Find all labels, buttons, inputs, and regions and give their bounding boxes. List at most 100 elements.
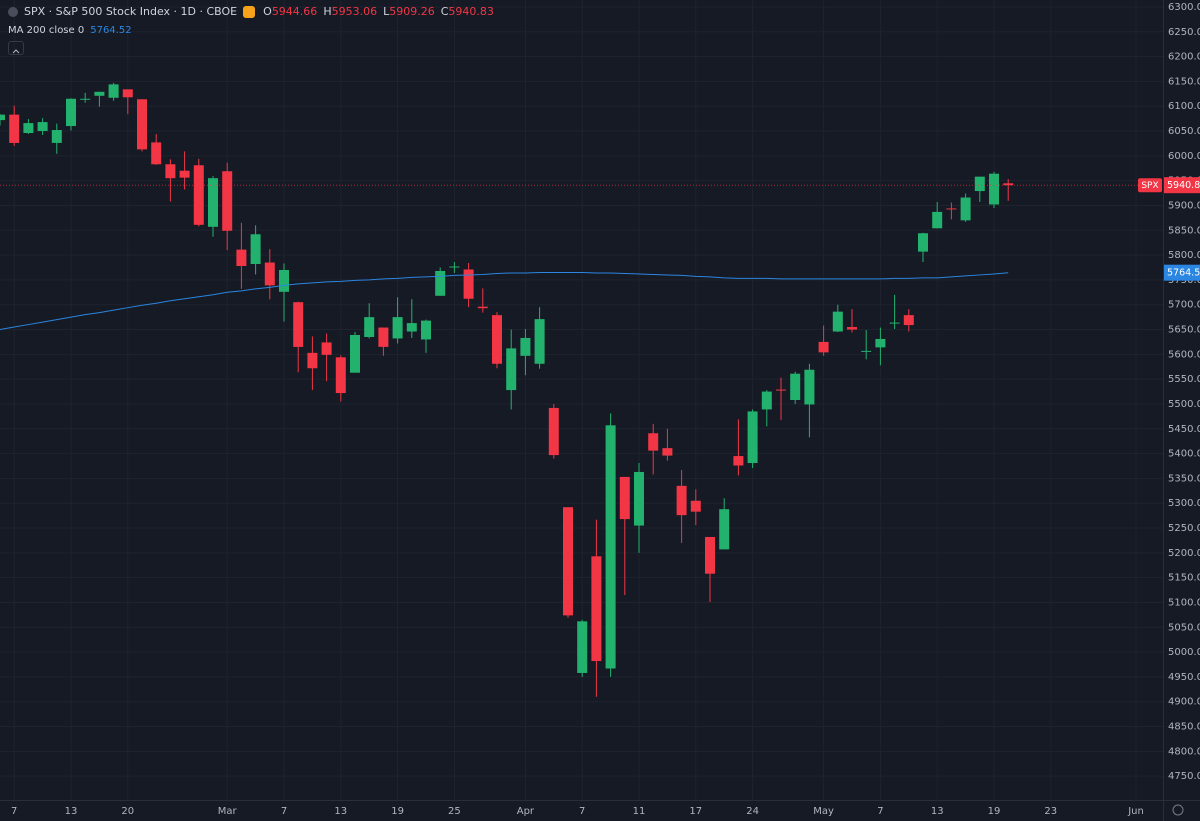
y-tick-label: 6200.00 — [1168, 52, 1200, 63]
y-tick-label: 4950.00 — [1168, 672, 1200, 683]
candle-body — [279, 269, 289, 292]
ma-line — [0, 271, 1009, 331]
ohlc-label: L — [383, 5, 390, 18]
candle-body — [761, 391, 772, 410]
candle-body — [335, 357, 346, 394]
candle-body — [463, 269, 474, 299]
candle-body — [392, 317, 403, 339]
y-tick-label: 5300.00 — [1168, 498, 1200, 509]
candle-body — [733, 456, 744, 466]
x-tick-label: 24 — [746, 806, 759, 817]
candle-body — [875, 338, 886, 348]
candle-body — [960, 197, 971, 221]
candle-body — [847, 327, 857, 330]
candle-body — [165, 164, 176, 179]
x-tick-label: 23 — [1044, 806, 1057, 817]
y-tick-label: 5550.00 — [1168, 374, 1200, 385]
candle-body — [506, 348, 517, 391]
y-tick-label: 5100.00 — [1168, 597, 1200, 608]
x-tick-label: 7 — [11, 806, 17, 817]
candle-body — [705, 536, 715, 574]
candle-body — [492, 315, 502, 364]
candle-body — [80, 98, 91, 100]
candle-body — [577, 621, 588, 673]
indicator-value: 5764.52 — [90, 25, 132, 36]
candle-body — [747, 411, 758, 464]
x-tick-label: 7 — [877, 806, 883, 817]
x-tick-label: 19 — [391, 806, 404, 817]
ohlc-value: 5940.83 — [448, 5, 494, 18]
price-tag — [1164, 177, 1200, 194]
candle-body — [605, 425, 616, 669]
candle-body — [648, 433, 659, 451]
x-tick-label: 17 — [689, 806, 702, 817]
candle-body — [264, 262, 275, 286]
candle-body — [421, 320, 431, 340]
y-tick-label: 5400.00 — [1168, 449, 1200, 460]
candle-body — [520, 337, 531, 356]
x-tick-label: 7 — [579, 806, 585, 817]
candle-body — [818, 341, 829, 353]
x-tick-label: 19 — [988, 806, 1001, 817]
settings-icon[interactable] — [1172, 804, 1184, 816]
ohlc-item: L5909.26 — [383, 5, 435, 18]
candle-body — [307, 352, 318, 369]
x-tick-label: 20 — [121, 806, 134, 817]
legend-header: SPX · S&P 500 Stock Index · 1D · CBOE O5… — [8, 5, 494, 18]
candle-body — [378, 327, 389, 347]
x-tick-label: Apr — [517, 806, 535, 817]
indicator-legend: MA 200 close 0 5764.52 — [8, 25, 132, 36]
candle-body — [66, 98, 76, 127]
y-tick-label: 6050.00 — [1168, 126, 1200, 137]
x-tick-label: Jun — [1127, 806, 1144, 817]
x-tick-label: 11 — [633, 806, 646, 817]
candle-body — [1003, 183, 1014, 186]
candle-body — [108, 84, 119, 98]
y-tick-label: 4800.00 — [1168, 746, 1200, 757]
ohlc: O5944.66 H5953.06 L5909.26 C5940.83 — [263, 5, 494, 18]
candle-body — [903, 315, 914, 326]
y-tick-label: 5600.00 — [1168, 349, 1200, 360]
candle-body — [974, 176, 985, 192]
y-tick-label: 5500.00 — [1168, 399, 1200, 410]
candle-body — [364, 317, 375, 337]
x-tick-label: May — [813, 806, 834, 817]
candle-body — [832, 311, 843, 332]
candle-body — [534, 319, 545, 364]
ohlc-item: O5944.66 — [263, 5, 317, 18]
x-tick-label: 13 — [931, 806, 944, 817]
candle-body — [151, 142, 162, 165]
x-tick-label: 25 — [448, 806, 461, 817]
candle-body — [690, 500, 701, 512]
price-tag-label: 5940.83 — [1167, 180, 1200, 191]
candle-body — [790, 373, 801, 400]
y-tick-label: 5050.00 — [1168, 622, 1200, 633]
candle-body — [222, 171, 233, 231]
x-tick-label: Mar — [218, 806, 238, 817]
candle-body — [932, 211, 943, 229]
candle-body — [208, 178, 218, 227]
candle-body — [137, 99, 147, 150]
status-badge[interactable] — [243, 5, 256, 18]
candle-body — [563, 507, 573, 616]
y-tick-label: 5800.00 — [1168, 250, 1200, 261]
candle-body — [435, 270, 446, 296]
ohlc-item: H5953.06 — [323, 5, 377, 18]
ohlc-value: 5944.66 — [271, 5, 318, 18]
candle-body — [989, 173, 999, 205]
collapse-button[interactable] — [8, 41, 24, 55]
indicator-name: MA 200 close 0 — [8, 25, 85, 36]
candle-body — [548, 407, 559, 456]
candle-body — [193, 165, 204, 225]
y-tick-label: 5200.00 — [1168, 548, 1200, 559]
candle-body — [918, 233, 928, 252]
ohlc-value: 5953.06 — [331, 5, 378, 18]
candle-body — [946, 208, 957, 210]
candle-body — [889, 322, 900, 324]
candle-body — [37, 122, 48, 132]
candle-body — [293, 302, 304, 347]
chart-title: SPX · S&P 500 Stock Index · 1D · CBOE — [24, 5, 238, 18]
candle-body — [94, 91, 105, 96]
y-tick-label: 5700.00 — [1168, 300, 1200, 311]
